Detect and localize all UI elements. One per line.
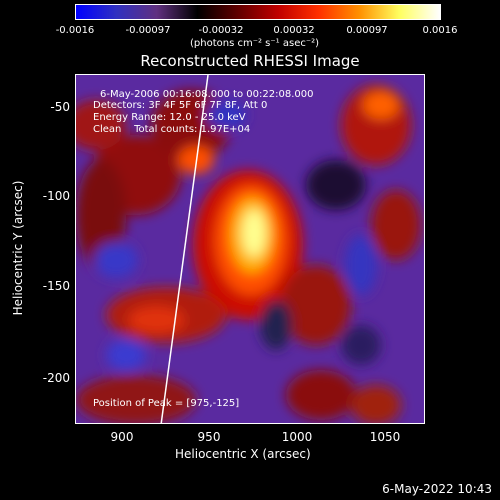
energy-range-label: Energy Range: 12.0 - 25.0 keV [93,112,246,123]
y-axis-label: Heliocentric Y (arcsec) [11,180,25,316]
y-tick-label: -150 [42,279,70,293]
x-axis-label: Heliocentric X (arcsec) [175,447,311,461]
colorbar-tick-label: 0.00032 [273,25,315,36]
colorbar [75,4,441,20]
colorbar-units: (photons cm⁻² s⁻¹ asec⁻²) [190,38,320,49]
time-range-label: 6-May-2006 00:16:08.000 to 00:22:08.000 [100,89,314,100]
colorbar-tick-label: -0.00032 [198,25,244,36]
solar-limb-line [160,75,209,423]
x-tick-label: 1050 [369,430,401,444]
colorbar-tick-label: -0.00097 [125,25,171,36]
y-tick-label: -200 [42,371,70,385]
clean-counts-label: Clean Total counts: 1.97E+04 [93,124,251,135]
x-tick-label: 900 [110,430,134,444]
colorbar-tick-label: -0.0016 [55,25,95,36]
generation-timestamp: 6-May-2022 10:43 [382,482,492,496]
emission-blobs [76,85,421,423]
image-title: Reconstructed RHESSI Image [140,52,360,70]
heatmap-svg [76,75,424,423]
detectors-label: Detectors: 3F 4F 5F 6F 7F 8F, Att 0 [93,100,268,111]
y-tick-label: -50 [50,100,70,114]
peak-position-label: Position of Peak = [975,-125] [93,398,240,409]
colorbar-tick-label: 0.00097 [346,25,388,36]
x-tick-label: 1000 [281,430,313,444]
rhessi-image [75,74,425,424]
x-tick-label: 950 [197,430,221,444]
y-tick-label: -100 [42,189,70,203]
colorbar-tick-label: 0.0016 [422,25,458,36]
